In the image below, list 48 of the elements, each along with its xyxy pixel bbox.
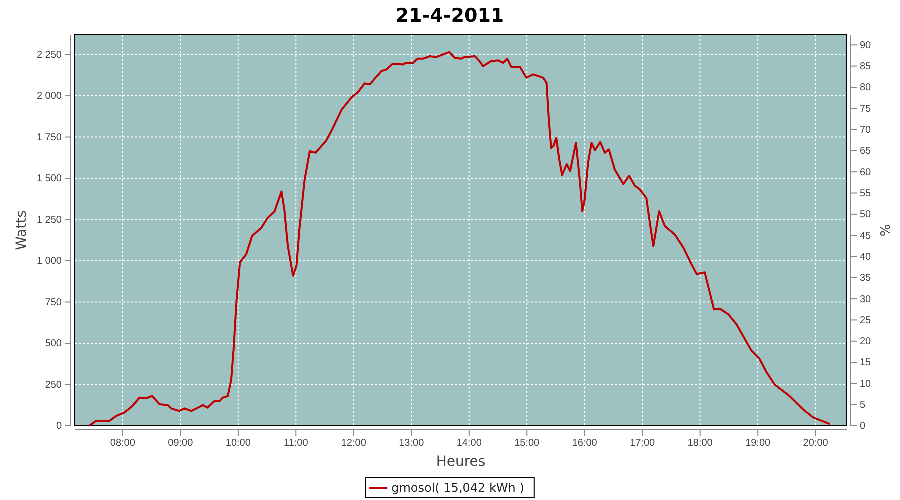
x-tick-label: 09:00 bbox=[168, 438, 194, 450]
y2-tick-label: 15 bbox=[860, 358, 872, 369]
x-tick-label: 14:00 bbox=[456, 438, 482, 450]
y-tick-label: 1 500 bbox=[36, 174, 62, 185]
y-tick-label: 1 750 bbox=[36, 132, 62, 144]
y-tick-label: 1 000 bbox=[36, 256, 62, 268]
x-tick-label: 13:00 bbox=[399, 438, 425, 450]
y2-tick-label: 30 bbox=[860, 294, 872, 306]
y2-tick-label: 25 bbox=[860, 315, 872, 326]
x-tick-label: 18:00 bbox=[688, 438, 714, 450]
x-tick-label: 11:00 bbox=[284, 438, 309, 450]
y2-tick-label: 75 bbox=[860, 104, 872, 115]
legend-label: gmosol( 15,042 kWh ) bbox=[392, 481, 524, 495]
y-tick-label: 1 250 bbox=[36, 214, 62, 226]
x-tick-label: 08:00 bbox=[110, 438, 136, 450]
y2-tick-label: 65 bbox=[860, 146, 872, 158]
x-tick-label: 16:00 bbox=[572, 438, 598, 450]
x-axis-title: Heures bbox=[436, 454, 486, 470]
y2-tick-label: 90 bbox=[860, 40, 872, 52]
y-tick-label: 2 000 bbox=[36, 91, 62, 102]
y2-tick-label: 60 bbox=[860, 167, 872, 178]
chart-title: 21-4-2011 bbox=[396, 5, 504, 27]
x-tick-label: 10:00 bbox=[226, 438, 252, 450]
y2-tick-label: 85 bbox=[860, 62, 872, 73]
y-tick-label: 2 250 bbox=[36, 50, 62, 61]
x-tick-label: 17:00 bbox=[630, 438, 656, 450]
x-tick-label: 20:00 bbox=[803, 438, 829, 450]
y-tick-label: 500 bbox=[45, 338, 62, 350]
y-tick-label: 250 bbox=[45, 380, 62, 391]
y-tick-label: 750 bbox=[45, 297, 62, 308]
y2-tick-label: 0 bbox=[860, 421, 866, 432]
y2-tick-label: 40 bbox=[860, 252, 872, 263]
y2-axis-title: % bbox=[879, 224, 894, 237]
y2-tick-label: 20 bbox=[860, 336, 872, 348]
y2-tick-label: 5 bbox=[860, 400, 866, 412]
y-axis-title: Watts bbox=[14, 210, 30, 250]
x-tick-label: 15:00 bbox=[514, 438, 540, 450]
y2-tick-label: 70 bbox=[860, 124, 872, 136]
x-tick-label: 12:00 bbox=[341, 438, 367, 450]
y2-tick-label: 50 bbox=[860, 210, 872, 221]
y-tick-label: 0 bbox=[56, 421, 62, 432]
y2-tick-label: 80 bbox=[860, 82, 872, 94]
x-tick-label: 19:00 bbox=[746, 438, 772, 450]
y2-tick-label: 45 bbox=[860, 230, 872, 242]
y2-tick-label: 35 bbox=[860, 273, 872, 284]
line-series bbox=[88, 51, 832, 427]
y2-tick-label: 10 bbox=[860, 378, 872, 390]
y2-tick-label: 55 bbox=[860, 188, 872, 200]
